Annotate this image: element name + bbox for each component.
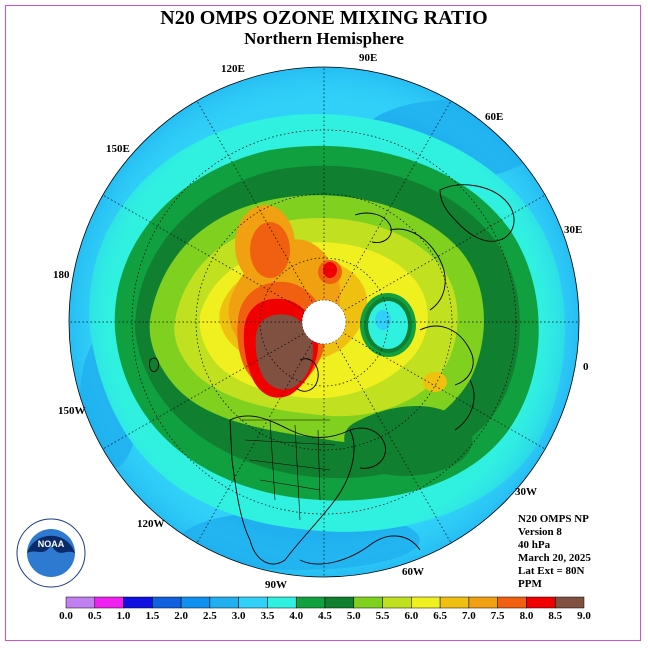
- colorbar: 0.0 0.5 1.0 1.5 2.0 2.5 3.0 3.5 4.0 4.5 5.0 5.5 6.0 6…: [59, 596, 591, 622]
- colorbar-swatch: [267, 596, 297, 609]
- us-state-lines: [240, 419, 336, 521]
- colorbar-swatch: [497, 596, 527, 609]
- lon-label-180: 180: [53, 269, 70, 281]
- colorbar-swatch: [526, 596, 556, 609]
- lon-label-90w: 90W: [265, 579, 287, 591]
- colorbar-tick-label: 3.0: [232, 610, 246, 622]
- meridian-120e: [196, 100, 325, 323]
- colorbar-swatch: [94, 596, 124, 609]
- lon-label-120w: 120W: [137, 518, 165, 530]
- colorbar-swatch: [439, 596, 470, 609]
- colorbar-swatch: [180, 596, 211, 609]
- meridian-150w: [102, 321, 325, 450]
- europe-coast: [419, 325, 474, 386]
- colorbar-tick-label: 7.0: [462, 610, 476, 622]
- info-block: N20 OMPS NP Version 8 40 hPa March 20, 2…: [518, 513, 591, 591]
- colorbar-tick-label: 2.5: [203, 610, 217, 622]
- lon-label-120e: 120E: [221, 63, 245, 75]
- colorbar-swatch: [382, 596, 412, 609]
- colorbar-swatch: [324, 596, 355, 609]
- meridian-120w: [196, 321, 325, 544]
- lon-label-150w: 150W: [58, 405, 86, 417]
- coastlines: [149, 184, 515, 565]
- longitude-labels: 90E 60E 30E 0 30W 60W 90W 120W 150W 180 …: [53, 52, 589, 591]
- colorbar-tick-label: 8.0: [520, 610, 534, 622]
- parallel-30n: [195, 193, 453, 451]
- hudson-bay-coast: [295, 358, 319, 392]
- colorbar-tick-label: 5.0: [347, 610, 361, 622]
- colorbar-tick-label: 1.0: [117, 610, 131, 622]
- colorbar-tick-label: 8.5: [548, 610, 562, 622]
- meridian-30w: [323, 321, 546, 450]
- colorbar-tick-label: 1.5: [145, 610, 159, 622]
- parallel-0: [131, 129, 517, 515]
- colorbar-tick-label: 7.5: [491, 610, 505, 622]
- africa-coast: [454, 379, 475, 431]
- colorbar-swatch: [209, 596, 239, 609]
- meridian-150e: [102, 194, 325, 323]
- colorbar-tick-label: 4.5: [318, 610, 332, 622]
- colorbar-tick-label: 4.0: [289, 610, 303, 622]
- meridian-30e: [323, 194, 546, 323]
- info-date: March 20, 2025: [518, 552, 591, 564]
- lon-label-60e: 60E: [485, 111, 503, 123]
- map-subtitle: Northern Hemisphere: [244, 29, 404, 48]
- colorbar-tick-label: 0.0: [59, 610, 73, 622]
- colorbar-tick-label: 2.0: [174, 610, 188, 622]
- polar-data-gap: [301, 299, 347, 345]
- info-version: Version 8: [518, 526, 562, 538]
- colorbar-tick-label: 9.0: [577, 610, 591, 622]
- colorbar-tick-label: 5.5: [376, 610, 390, 622]
- colorbar-tick-label: 6.5: [433, 610, 447, 622]
- kamchatka-coast: [354, 212, 392, 243]
- meridian-60e: [323, 100, 452, 323]
- great-lakes-coast: [349, 427, 386, 469]
- lon-label-0: 0: [583, 361, 589, 373]
- noaa-bird-icon: [27, 535, 75, 553]
- lon-label-60w: 60W: [402, 566, 424, 578]
- colorbar-swatch: [238, 596, 268, 609]
- info-level: 40 hPa: [518, 539, 551, 551]
- alaska-coast: [149, 357, 159, 373]
- graticule: [69, 67, 579, 577]
- lon-label-30e: 30E: [564, 224, 582, 236]
- lon-label-90e: 90E: [359, 52, 377, 64]
- colorbar-swatch: [152, 596, 182, 609]
- colorbar-tick-label: 6.0: [404, 610, 418, 622]
- asia-coast-ne: [439, 184, 515, 242]
- info-lat-ext: Lat Ext = 80N: [518, 565, 585, 577]
- lon-label-30w: 30W: [515, 486, 537, 498]
- colorbar-swatch: [353, 596, 383, 609]
- colorbar-tick-label: 0.5: [88, 610, 102, 622]
- colorbar-swatch: [468, 596, 498, 609]
- lon-label-150e: 150E: [106, 143, 130, 155]
- noaa-logo-text: NOAA: [38, 539, 65, 549]
- colorbar-swatch: [295, 596, 326, 609]
- map-boundary: [68, 66, 580, 578]
- colorbar-swatch: [554, 596, 585, 609]
- colorbar-swatch: [411, 596, 441, 609]
- meridian-60w: [323, 321, 452, 544]
- colorbar-swatch: [123, 596, 153, 609]
- siberia-coast: [389, 228, 446, 311]
- central-america-coast: [299, 535, 421, 565]
- north-america-coast: [229, 415, 355, 565]
- map-title: N20 OMPS OZONE MIXING RATIO: [160, 7, 488, 29]
- info-product: N20 OMPS NP: [518, 513, 589, 525]
- figure-frame: [5, 5, 641, 641]
- colorbar-tick-label: 3.5: [261, 610, 275, 622]
- parallel-60n: [259, 257, 389, 387]
- colorbar-swatch: [65, 596, 96, 609]
- info-units: PPM: [518, 578, 542, 590]
- noaa-logo: NOAA: [16, 518, 86, 588]
